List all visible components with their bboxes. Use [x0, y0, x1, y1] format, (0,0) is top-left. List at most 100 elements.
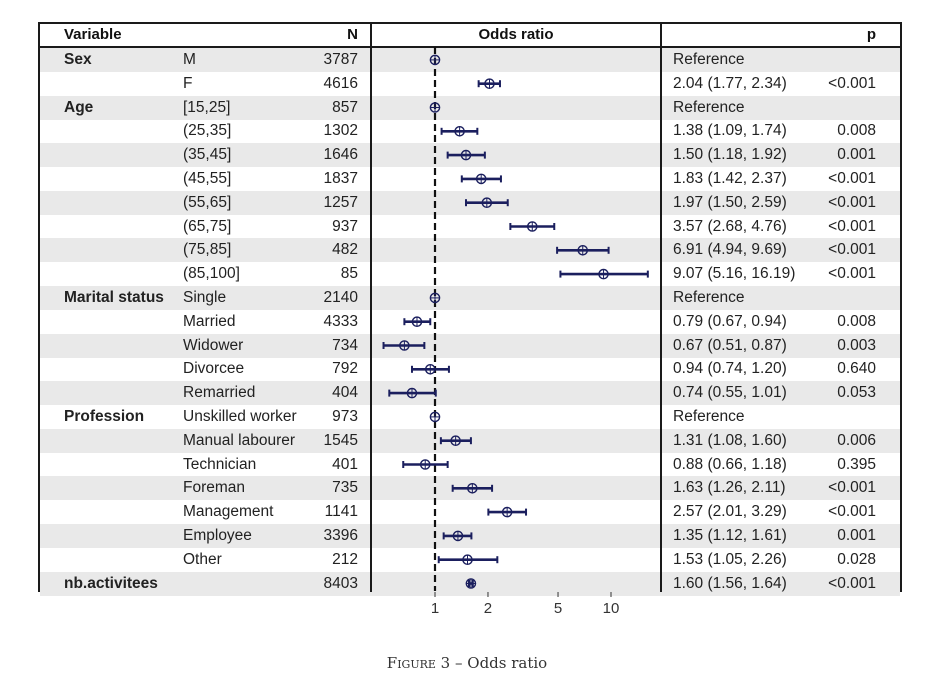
- p-value: <0.001: [828, 193, 876, 211]
- estimate-ci: Reference: [673, 289, 745, 306]
- n-value: 4616: [323, 74, 358, 92]
- n-value: 937: [332, 217, 358, 235]
- level-label: (65,75]: [183, 217, 232, 235]
- level-label: Other: [183, 550, 222, 568]
- n-value: 482: [332, 241, 358, 259]
- level-label: Divorcee: [183, 360, 245, 378]
- caption-separator: –: [450, 654, 468, 672]
- p-value: 0.001: [837, 527, 876, 544]
- row-stripe: [40, 238, 900, 263]
- x-tick-label: 5: [554, 600, 562, 617]
- level-label: Manual labourer: [183, 431, 296, 449]
- level-label: Married: [183, 312, 236, 330]
- x-tick-label: 2: [484, 600, 492, 617]
- row-stripe: [40, 48, 900, 72]
- estimate-ci: 2.04 (1.77, 2.34): [673, 74, 787, 92]
- n-value: 85: [340, 265, 358, 283]
- p-value: 0.053: [837, 384, 876, 402]
- p-value: <0.001: [828, 574, 876, 592]
- estimate-ci: Reference: [673, 51, 745, 68]
- level-label: Unskilled worker: [183, 408, 297, 425]
- estimate-ci: 2.57 (2.01, 3.29): [673, 503, 787, 521]
- p-value: <0.001: [828, 217, 876, 235]
- n-value: 2140: [323, 289, 358, 306]
- estimate-ci: 9.07 (5.16, 16.19): [673, 265, 796, 283]
- n-value: 3396: [323, 527, 358, 544]
- estimate-ci: 6.91 (4.94, 9.69): [673, 241, 787, 259]
- level-label: (25,35]: [183, 122, 232, 140]
- x-tick-label: 10: [603, 600, 620, 617]
- header-odds-ratio: Odds ratio: [478, 26, 554, 43]
- estimate-ci: 1.31 (1.08, 1.60): [673, 431, 787, 449]
- row-stripe: [40, 95, 900, 120]
- estimate-ci: 0.74 (0.55, 1.01): [673, 384, 787, 402]
- level-label: Technician: [183, 455, 257, 473]
- p-value: <0.001: [828, 503, 876, 521]
- p-value: 0.028: [837, 550, 876, 568]
- level-label: (35,45]: [183, 146, 232, 164]
- estimate-ci: 1.83 (1.42, 2.37): [673, 170, 787, 187]
- n-value: 857: [332, 98, 358, 116]
- estimate-ci: 0.94 (0.74, 1.20): [673, 360, 787, 378]
- level-label: (85,100]: [183, 265, 240, 283]
- n-value: 1141: [324, 503, 358, 521]
- estimate-ci: 1.50 (1.18, 1.92): [673, 146, 787, 164]
- estimate-ci: Reference: [673, 98, 745, 116]
- n-value: 404: [332, 384, 358, 402]
- n-value: 973: [332, 408, 358, 425]
- p-value: <0.001: [828, 170, 876, 187]
- column-divider-right: [660, 24, 662, 592]
- level-label: M: [183, 51, 196, 68]
- row-stripe: [40, 333, 900, 358]
- p-value: <0.001: [828, 241, 876, 259]
- estimate-ci: 0.88 (0.66, 1.18): [673, 455, 787, 473]
- n-value: 3787: [323, 51, 358, 68]
- level-label: Employee: [183, 527, 252, 544]
- estimate-ci: 1.53 (1.05, 2.26): [673, 550, 787, 568]
- variable-label: Sex: [64, 51, 92, 68]
- estimate-ci: 1.97 (1.50, 2.59): [673, 193, 787, 211]
- header-n: N: [347, 26, 358, 43]
- estimate-ci: Reference: [673, 408, 745, 425]
- variable-label: Profession: [64, 408, 145, 425]
- variable-label: Marital status: [64, 289, 164, 306]
- n-value: 8403: [323, 574, 358, 592]
- p-value: <0.001: [828, 74, 876, 92]
- estimate-ci: 1.63 (1.26, 2.11): [673, 479, 786, 497]
- n-value: 1257: [323, 193, 358, 211]
- level-label: (55,65]: [183, 193, 232, 211]
- column-divider-left: [370, 24, 372, 592]
- n-value: 1302: [323, 122, 358, 140]
- estimate-ci: 0.67 (0.51, 0.87): [673, 336, 787, 354]
- n-value: 4333: [323, 312, 358, 330]
- level-label: Management: [183, 503, 274, 521]
- header-p: p: [866, 26, 876, 43]
- estimate-ci: 1.35 (1.12, 1.61): [673, 527, 787, 544]
- n-value: 212: [332, 550, 358, 568]
- n-value: 1837: [323, 170, 358, 187]
- level-label: F: [183, 74, 193, 92]
- p-value: 0.008: [837, 312, 876, 330]
- level-label: Single: [183, 289, 227, 306]
- estimate-ci: 0.79 (0.67, 0.94): [673, 312, 787, 330]
- p-value: <0.001: [828, 479, 876, 497]
- row-stripe: [40, 286, 900, 310]
- n-value: 734: [332, 336, 358, 354]
- p-value: 0.008: [837, 122, 876, 140]
- level-label: Foreman: [183, 479, 246, 497]
- p-value: 0.395: [837, 455, 876, 473]
- n-value: 735: [332, 479, 358, 497]
- level-label: Widower: [183, 336, 244, 354]
- n-value: 401: [332, 455, 358, 473]
- p-value: 0.003: [837, 336, 876, 354]
- p-value: <0.001: [828, 265, 876, 283]
- n-value: 1646: [323, 146, 358, 164]
- level-label: (45,55]: [183, 170, 232, 187]
- caption-figure-label: Figure 3: [386, 654, 451, 672]
- header-variable: Variable: [64, 26, 122, 43]
- level-label: [15,25]: [183, 98, 231, 116]
- row-stripe: [40, 381, 900, 406]
- level-label: (75,85]: [183, 241, 232, 259]
- p-value: 0.640: [837, 360, 876, 378]
